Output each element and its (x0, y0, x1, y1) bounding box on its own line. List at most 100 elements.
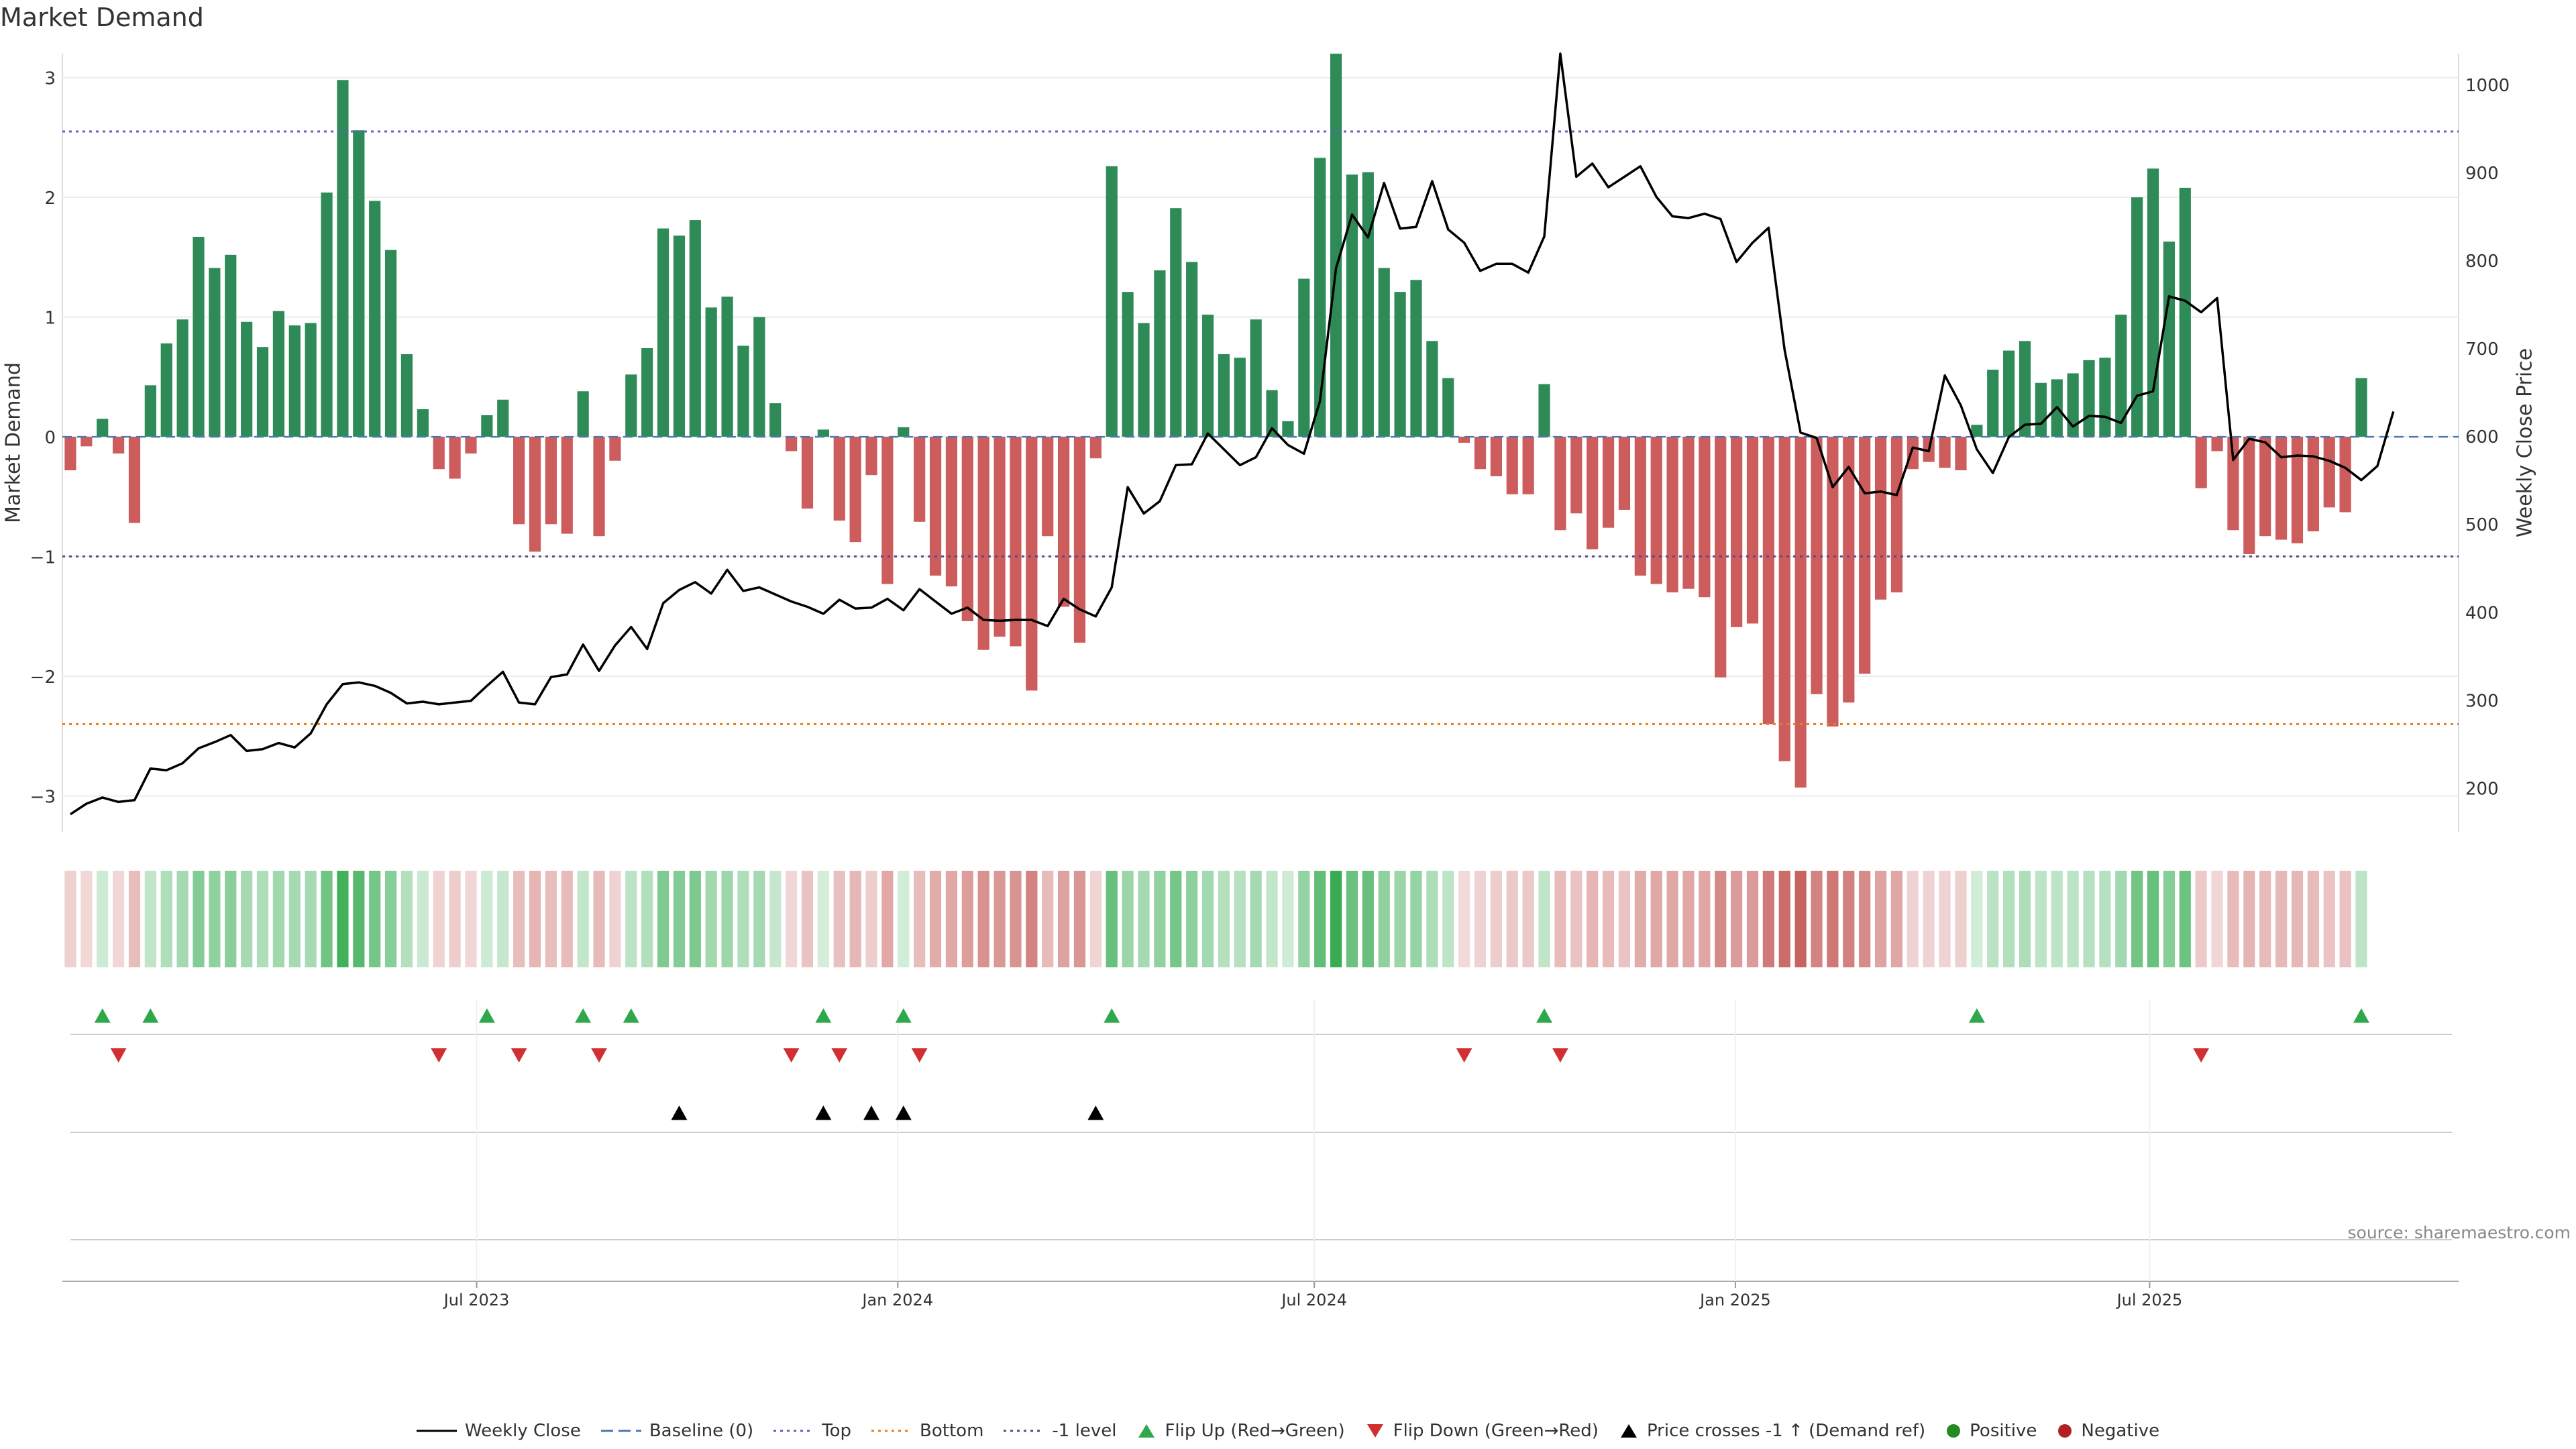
heat-cell (1650, 871, 1662, 967)
heat-cell (914, 871, 926, 967)
heat-cell (1170, 871, 1182, 967)
heat-cell (1731, 871, 1743, 967)
demand-bar (1442, 378, 1454, 437)
demand-bar (1138, 323, 1150, 437)
demand-bar (1731, 437, 1743, 627)
triangle-up-green-icon (1138, 1424, 1155, 1438)
demand-bar (2099, 358, 2111, 437)
legend-flip-down-label: Flip Down (Green→Red) (1393, 1421, 1599, 1441)
demand-bar (1699, 437, 1711, 598)
heat-cell (1874, 871, 1887, 967)
heat-cell (2355, 871, 2367, 967)
heat-cell (2211, 871, 2223, 967)
demand-bar (1843, 437, 1855, 703)
heat-cell (705, 871, 717, 967)
legend-negative-label: Negative (2081, 1421, 2160, 1441)
demand-bar (1554, 437, 1566, 531)
demand-bar (400, 354, 413, 437)
demand-bar (1058, 437, 1070, 607)
heat-cell (1010, 871, 1022, 967)
heat-cell (2243, 871, 2255, 967)
heat-cell (288, 871, 301, 967)
demand-bar (2211, 437, 2223, 451)
heat-cell (1250, 871, 1262, 967)
flip-down-marker (1552, 1048, 1568, 1063)
heat-cell (2195, 871, 2207, 967)
circle-red-icon (2058, 1424, 2072, 1438)
weekly-close-line-icon (416, 1430, 457, 1432)
heat-cell (1682, 871, 1695, 967)
demand-bar (721, 297, 733, 437)
flip-up-marker (142, 1008, 159, 1023)
flip-up-marker (1968, 1008, 1985, 1023)
heat-cell (1746, 871, 1759, 967)
demand-bar (689, 220, 701, 437)
heat-cell (1201, 871, 1214, 967)
heat-cell (112, 871, 125, 967)
heat-cell (513, 871, 525, 967)
flip-up-marker (623, 1008, 639, 1023)
demand-bar (1538, 384, 1550, 437)
demand-bar (193, 237, 205, 437)
heat-cell (2067, 871, 2079, 967)
demand-bar (1794, 437, 1807, 788)
flip-up-marker (575, 1008, 592, 1023)
heat-cell (641, 871, 653, 967)
heat-cell (1442, 871, 1454, 967)
flip-up-markers (94, 1008, 2370, 1023)
y-tick-label: 0 (44, 428, 56, 448)
flip-down-marker (110, 1048, 127, 1063)
flip-down-marker (783, 1048, 800, 1063)
triangle-up-black-icon (1620, 1424, 1637, 1438)
flip-up-marker (2353, 1008, 2370, 1023)
demand-bar (2179, 187, 2191, 437)
heat-cell (1218, 871, 1230, 967)
circle-green-icon (1947, 1424, 1961, 1438)
heat-cell (2019, 871, 2031, 967)
demand-bar (994, 437, 1006, 637)
heat-cell (689, 871, 701, 967)
legend-bottom: Bottom (871, 1421, 983, 1441)
demand-bar (1939, 437, 1951, 468)
demand-bar (1010, 437, 1022, 647)
demand-bar (369, 201, 381, 437)
demand-bar (2131, 197, 2143, 437)
demand-bar (2323, 437, 2335, 508)
y-tick-label: −2 (30, 667, 56, 688)
demand-bar (1218, 354, 1230, 437)
heat-cell (833, 871, 845, 967)
demand-bar (2163, 241, 2176, 437)
legend-minus1: -1 level (1004, 1421, 1116, 1441)
demand-bar (1602, 437, 1615, 528)
demand-bar (1650, 437, 1662, 584)
legend-top: Top (773, 1421, 851, 1441)
y2-tick-label: 900 (2465, 164, 2499, 184)
demand-bar (1426, 341, 1438, 437)
demand-bar (1971, 425, 1983, 437)
chart-title: Market Demand (0, 3, 204, 32)
legend-flip-down: Flip Down (Green→Red) (1365, 1421, 1599, 1441)
heat-cell (80, 871, 93, 967)
demand-bar (1042, 437, 1054, 537)
y-tick-label: 2 (44, 189, 56, 209)
x-tick-label: Jan 2025 (1699, 1291, 1771, 1309)
legend-positive-label: Positive (1970, 1421, 2037, 1441)
heat-cell (2115, 871, 2127, 967)
heat-cell (1394, 871, 1406, 967)
heat-cell (64, 871, 76, 967)
demand-bar (209, 268, 221, 437)
heat-cell (817, 871, 829, 967)
demand-bar (64, 437, 76, 471)
heat-cell (321, 871, 333, 967)
demand-bar (2083, 360, 2095, 437)
heat-cell (753, 871, 765, 967)
y-tick-label: 1 (44, 309, 56, 329)
demand-bar (2259, 437, 2271, 537)
heat-cell (1314, 871, 1326, 967)
demand-bar (1506, 437, 1518, 494)
heat-cell (2291, 871, 2304, 967)
demand-bar (1682, 437, 1695, 589)
heat-cell (1699, 871, 1711, 967)
demand-bar (1362, 172, 1374, 437)
heat-cell (1089, 871, 1102, 967)
